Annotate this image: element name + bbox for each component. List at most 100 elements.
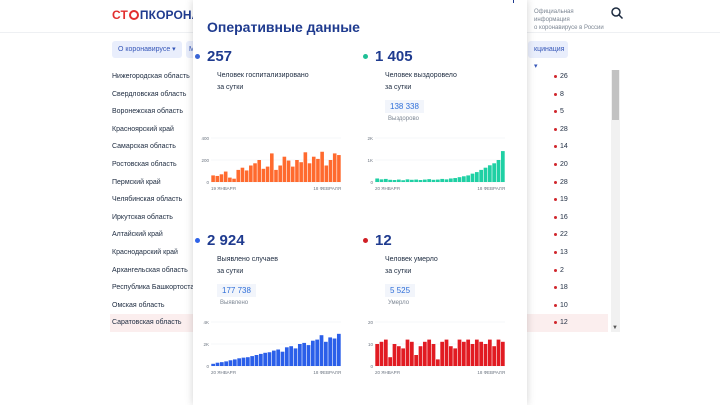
- scrollbar-thumb[interactable]: [612, 70, 619, 120]
- chart-bar[interactable]: [414, 355, 419, 366]
- chart-bar[interactable]: [289, 346, 294, 366]
- chart-bar[interactable]: [258, 353, 263, 366]
- region-row[interactable]: Омская область 10: [110, 297, 608, 315]
- chart-bar[interactable]: [435, 359, 440, 366]
- chart-bar[interactable]: [284, 347, 289, 366]
- chart-bar[interactable]: [392, 180, 397, 182]
- chart-bar[interactable]: [232, 178, 236, 182]
- chart-bar[interactable]: [444, 339, 449, 366]
- chart-bar[interactable]: [261, 168, 266, 182]
- chart-bar[interactable]: [293, 348, 298, 366]
- chart-bar[interactable]: [307, 163, 312, 182]
- chart-bar[interactable]: [418, 180, 423, 182]
- nav-about-dropdown[interactable]: О коронавирусе ▾: [112, 41, 182, 58]
- chart-bar[interactable]: [392, 344, 397, 366]
- chart-bar[interactable]: [492, 163, 497, 182]
- chart-bar[interactable]: [435, 179, 440, 182]
- chart-bar[interactable]: [328, 337, 333, 366]
- chart-bar[interactable]: [328, 160, 333, 182]
- chart-bar[interactable]: [409, 341, 414, 366]
- chart-bar[interactable]: [228, 177, 232, 182]
- chart-bar[interactable]: [215, 362, 220, 366]
- chart-bar[interactable]: [483, 167, 488, 182]
- chart-bar[interactable]: [323, 341, 328, 366]
- chart-bar[interactable]: [500, 341, 505, 366]
- chart-bar[interactable]: [253, 163, 257, 182]
- chart-bar[interactable]: [487, 165, 492, 182]
- chart-bar[interactable]: [299, 162, 303, 182]
- chart-bar[interactable]: [244, 170, 249, 182]
- chart-bar[interactable]: [418, 346, 423, 366]
- chart-bar[interactable]: [440, 178, 445, 182]
- chart-bar[interactable]: [236, 169, 241, 182]
- chart-bar[interactable]: [448, 346, 453, 366]
- chart-bar[interactable]: [383, 178, 388, 182]
- chart-bar[interactable]: [240, 167, 245, 182]
- chart-bar[interactable]: [274, 169, 278, 182]
- chart-bar[interactable]: [383, 339, 388, 366]
- region-row[interactable]: Пермский край 28: [110, 174, 608, 192]
- chart-bar[interactable]: [474, 172, 479, 182]
- chart-bar[interactable]: [379, 341, 384, 366]
- chart-bar[interactable]: [500, 151, 505, 182]
- chart-bar[interactable]: [228, 360, 233, 366]
- chart-bar[interactable]: [315, 339, 320, 366]
- chart-bar[interactable]: [224, 361, 229, 366]
- region-row[interactable]: Ростовская область 20: [110, 156, 608, 174]
- chart-bar[interactable]: [316, 158, 320, 182]
- chart-bar[interactable]: [466, 339, 471, 366]
- chart-bar[interactable]: [271, 350, 276, 366]
- chart-bar[interactable]: [427, 179, 432, 182]
- chart-bar[interactable]: [257, 160, 262, 182]
- chart-bar[interactable]: [303, 152, 308, 182]
- chart-bar[interactable]: [479, 341, 484, 366]
- scroll-down-arrow-icon[interactable]: ▼: [612, 325, 618, 331]
- chart-bar[interactable]: [332, 338, 337, 367]
- chart-bar[interactable]: [297, 344, 302, 366]
- chart-bar[interactable]: [401, 348, 406, 366]
- chart-bar[interactable]: [320, 151, 324, 182]
- chart-bar[interactable]: [457, 339, 462, 366]
- chart-bar[interactable]: [431, 179, 436, 182]
- chart-bar[interactable]: [302, 342, 307, 366]
- chart-bar[interactable]: [219, 362, 224, 366]
- region-row[interactable]: Челябинская область 19: [110, 191, 608, 209]
- region-row[interactable]: Самарская область 14: [110, 138, 608, 156]
- chart-bar[interactable]: [492, 346, 497, 366]
- chart-bar[interactable]: [379, 179, 384, 182]
- chart-bar[interactable]: [401, 180, 406, 182]
- region-row[interactable]: Краснодарский край 13: [110, 244, 608, 262]
- chart-bar[interactable]: [457, 177, 462, 182]
- chart-bar[interactable]: [263, 352, 268, 366]
- chart-bar[interactable]: [461, 341, 466, 366]
- chart-bar[interactable]: [396, 346, 401, 366]
- chart-bar[interactable]: [427, 339, 432, 366]
- nav-vaccination-dropdown[interactable]: кцинация ▾: [528, 41, 568, 70]
- chart-bar[interactable]: [265, 166, 270, 182]
- chart-bar[interactable]: [453, 348, 458, 366]
- chart-bar[interactable]: [448, 178, 453, 182]
- chart-bar[interactable]: [422, 179, 427, 182]
- chart-bar[interactable]: [310, 340, 315, 366]
- region-row[interactable]: Воронежская область 5: [110, 103, 608, 121]
- chart-bar[interactable]: [319, 335, 324, 366]
- region-row[interactable]: Свердловская область 8: [110, 86, 608, 104]
- chart-bar[interactable]: [270, 153, 274, 182]
- chart-bar[interactable]: [444, 179, 449, 182]
- chart-bar[interactable]: [276, 349, 281, 367]
- chart-bar[interactable]: [211, 363, 216, 366]
- chart-bar[interactable]: [388, 179, 393, 182]
- chart-bar[interactable]: [232, 359, 237, 366]
- search-icon[interactable]: [610, 6, 624, 20]
- chart-bar[interactable]: [336, 333, 341, 366]
- region-row[interactable]: Архангельская область 2: [110, 262, 608, 280]
- chart-bar[interactable]: [470, 344, 475, 366]
- chart-bar[interactable]: [254, 355, 259, 366]
- region-row[interactable]: Красноярский край 28: [110, 121, 608, 139]
- chart-bar[interactable]: [466, 175, 471, 182]
- chart-bar[interactable]: [461, 176, 466, 182]
- chart-bar[interactable]: [440, 341, 445, 366]
- chart-bar[interactable]: [290, 166, 295, 182]
- chart-bar[interactable]: [337, 155, 341, 182]
- chart-bar[interactable]: [267, 352, 272, 366]
